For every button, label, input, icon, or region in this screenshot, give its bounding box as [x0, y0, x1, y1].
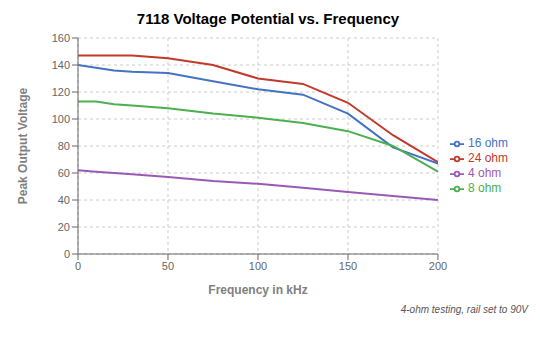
svg-text:60: 60: [58, 167, 70, 179]
svg-text:140: 140: [52, 59, 70, 71]
html-text:7118 Voltage Potential vs. Fre: 7118 Voltage Potential vs. Frequency: [136, 10, 400, 27]
svg-text:20: 20: [58, 221, 70, 233]
html-text:4 ohm: 4 ohm: [468, 166, 502, 180]
svg-text:Peak Output Voltage: Peak Output Voltage: [16, 87, 30, 204]
html-text:4-ohm testing, rail set to 90V: 4-ohm testing, rail set to 90V: [400, 304, 528, 315]
html-text:24 ohm: 24 ohm: [468, 151, 508, 166]
svg-text:0: 0: [75, 260, 81, 272]
svg-text:100: 100: [52, 113, 70, 125]
html-text:16 ohm: 16 ohm: [468, 136, 508, 151]
svg-text:200: 200: [429, 260, 447, 272]
svg-text:0: 0: [64, 248, 70, 260]
svg-text:50: 50: [162, 260, 174, 272]
svg-text:100: 100: [249, 260, 267, 272]
html-text:8 ohm: 8 ohm: [468, 180, 502, 195]
svg-text:Frequency in kHz: Frequency in kHz: [208, 283, 307, 297]
svg-text:160: 160: [52, 32, 70, 44]
svg-text:40: 40: [58, 194, 70, 206]
svg-text:80: 80: [58, 140, 70, 152]
svg-text:150: 150: [339, 260, 357, 272]
svg-text:120: 120: [52, 86, 70, 98]
